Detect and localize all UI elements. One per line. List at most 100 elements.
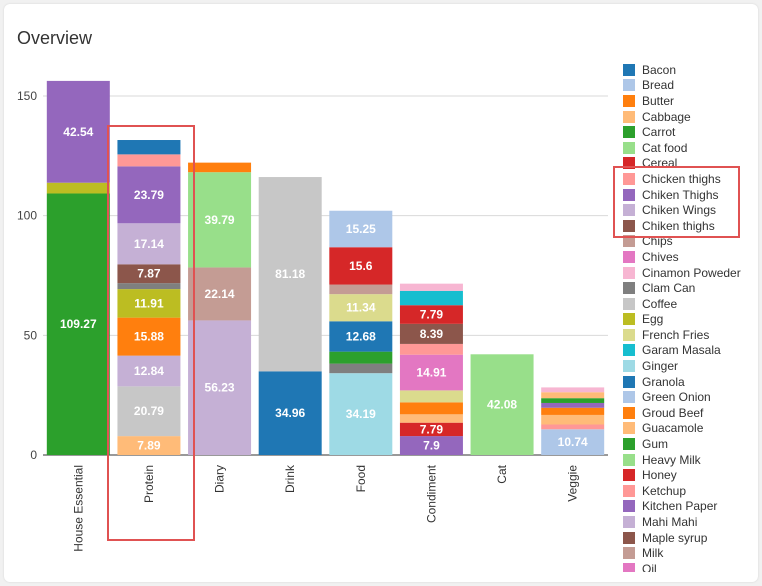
data-label: 15.6 [349, 259, 373, 273]
bar-segment [470, 354, 534, 455]
legend-swatch [623, 406, 635, 419]
legend-item[interactable]: Heavy Milk [620, 452, 760, 468]
legend-item[interactable]: Chicken thighs [620, 171, 760, 187]
legend-item[interactable]: Mahi Mahi [620, 514, 760, 530]
legend-label: Bread [642, 78, 675, 93]
legend-item[interactable]: Egg [620, 312, 760, 328]
legend-item[interactable]: Carrot [620, 124, 760, 140]
bar-segment [399, 402, 463, 415]
legend-swatch [623, 172, 635, 185]
legend-swatch [623, 360, 635, 373]
legend-item[interactable]: Chips [620, 234, 760, 250]
legend-label: Carrot [642, 125, 676, 140]
bar-segment [117, 264, 181, 284]
legend-swatch [623, 219, 635, 232]
y-tick-label: 150 [17, 89, 37, 103]
legend-item[interactable]: Guacamole [620, 421, 760, 437]
data-label: 17.14 [134, 237, 164, 251]
legend-item[interactable]: Cat food [620, 140, 760, 156]
legend-item[interactable]: Bacon [620, 62, 760, 78]
legend-label: Ginger [642, 359, 679, 374]
legend-swatch [623, 126, 635, 139]
legend-item[interactable]: Maple syrup [620, 530, 760, 546]
bar-segment [258, 371, 322, 455]
bar-segment [329, 373, 393, 455]
legend-label: Ketchup [642, 483, 687, 498]
bar-segment [541, 429, 605, 455]
bar-segment [329, 210, 393, 248]
legend-swatch [623, 282, 635, 295]
bar-segment [117, 283, 181, 290]
legend-item[interactable]: Chiken Thighs [620, 187, 760, 203]
bar-segment [541, 424, 605, 430]
legend-swatch [623, 110, 635, 123]
legend-item[interactable]: Chives [620, 249, 760, 265]
bar-segment [399, 283, 463, 291]
bar-segment [541, 402, 605, 408]
bar-segment [541, 414, 605, 425]
legend-item[interactable]: Coffee [620, 296, 760, 312]
legend-item[interactable]: Groud Beef [620, 405, 760, 421]
legend-item[interactable]: Oil [620, 561, 760, 572]
page-title: Overview [17, 28, 93, 48]
legend-item[interactable]: Chiken thighs [620, 218, 760, 234]
legend-swatch [623, 453, 635, 466]
legend-swatch [623, 266, 635, 279]
bar-segment [399, 290, 463, 306]
legend-item[interactable]: Cinamon Poweder [620, 265, 760, 281]
legend-swatch [623, 531, 635, 544]
x-tick-label: Veggie [566, 465, 580, 502]
x-tick-label: Food [354, 465, 368, 492]
data-label: 15.25 [346, 222, 376, 236]
legend-item[interactable]: Bread [620, 78, 760, 94]
data-label: 34.96 [275, 406, 305, 420]
legend-label: Chiken Thighs [642, 187, 719, 202]
legend-label: Bacon [642, 62, 677, 77]
legend-item[interactable]: Granola [620, 374, 760, 390]
x-tick-label: Condiment [424, 464, 438, 523]
bar-segment [399, 343, 463, 355]
legend-item[interactable]: Clam Can [620, 280, 760, 296]
bar-segment [399, 436, 463, 455]
data-label: 56.23 [205, 381, 235, 395]
legend-label: Maple syrup [642, 530, 708, 545]
data-label: 23.79 [134, 188, 164, 202]
legend-item[interactable]: Milk [620, 545, 760, 561]
data-label: 34.19 [346, 407, 376, 421]
legend-label: Groud Beef [642, 405, 704, 420]
legend-swatch [623, 375, 635, 388]
legend-item[interactable]: Cabbage [620, 109, 760, 125]
legend-swatch [623, 422, 635, 435]
legend-item[interactable]: Honey [620, 467, 760, 483]
bar-segment [46, 80, 110, 183]
data-label: 12.84 [134, 364, 164, 378]
legend-item[interactable]: Butter [620, 93, 760, 109]
legend-item[interactable]: French Fries [620, 327, 760, 343]
legend-label: Gum [642, 437, 669, 452]
legend-item[interactable]: Green Onion [620, 389, 760, 405]
legend-label: Chiken thighs [642, 218, 715, 233]
legend-item[interactable]: Kitchen Paper [620, 499, 760, 515]
data-label: 10.74 [558, 435, 588, 449]
bar-segment [541, 392, 605, 399]
legend-item[interactable]: Gum [620, 436, 760, 452]
legend-swatch [623, 562, 635, 572]
legend-label: Guacamole [642, 421, 704, 436]
data-label: 81.18 [275, 267, 305, 281]
legend-item[interactable]: Chiken Wings [620, 202, 760, 218]
legend-item[interactable]: Ketchup [620, 483, 760, 499]
legend-swatch [623, 235, 635, 248]
stacked-bar-chart: 0 50 100 150 109.27 42.54 House Essential 7.89 2… [17, 80, 608, 552]
legend-item[interactable]: Garam Masala [620, 343, 760, 359]
legend-item[interactable]: Ginger [620, 358, 760, 374]
legend-label: Coffee [642, 296, 678, 311]
legend-swatch [623, 500, 635, 513]
legend-item[interactable]: Cereal [620, 156, 760, 172]
legend-label: Heavy Milk [642, 452, 701, 467]
legend-label: Kitchen Paper [642, 499, 718, 514]
legend-swatch [623, 516, 635, 529]
data-label: 8.39 [420, 327, 444, 341]
bar-segment [117, 317, 181, 356]
legend-swatch [623, 141, 635, 154]
x-tick-label: Protein [142, 465, 156, 503]
